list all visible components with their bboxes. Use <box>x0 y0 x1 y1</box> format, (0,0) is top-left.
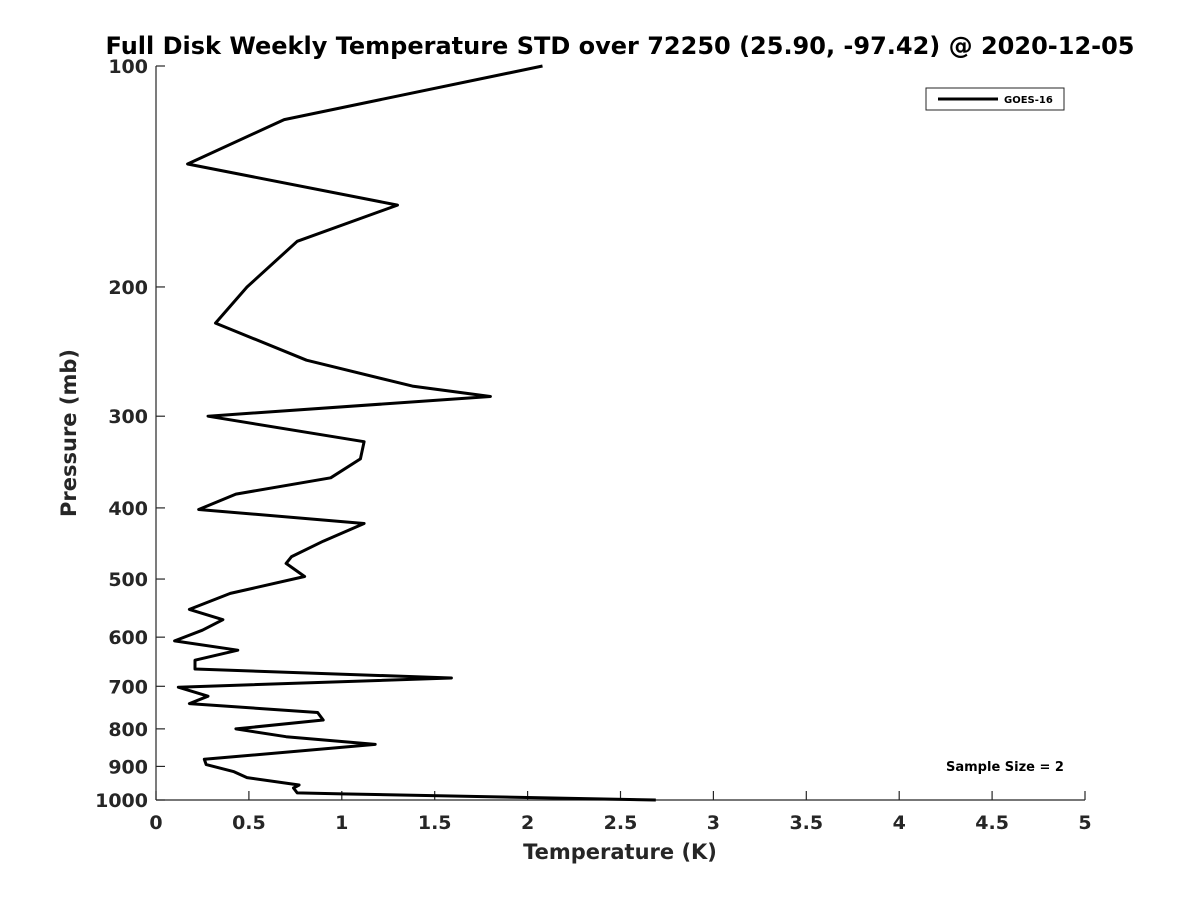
y-tick-label: 200 <box>108 277 148 299</box>
y-axis-label: Pressure (mb) <box>57 349 81 517</box>
y-axis-ticks: 100 200 300 400 500 600 700 800 900 1000 <box>95 56 165 812</box>
x-tick-label: 4 <box>893 812 906 834</box>
y-tick-label: 600 <box>108 627 148 649</box>
x-tick-label: 2.5 <box>604 812 638 834</box>
x-tick-label: 0.5 <box>232 812 266 834</box>
x-tick-label: 0 <box>149 812 162 834</box>
x-tick-label: 5 <box>1078 812 1091 834</box>
x-tick-label: 3.5 <box>789 812 823 834</box>
y-tick-label: 1000 <box>95 790 148 812</box>
sample-size-annotation: Sample Size = 2 <box>946 760 1064 775</box>
y-tick-label: 300 <box>108 406 148 428</box>
y-tick-label: 700 <box>108 676 148 698</box>
x-tick-label: 4.5 <box>975 812 1009 834</box>
series-line-goes-16 <box>173 64 656 802</box>
x-tick-label: 3 <box>707 812 720 834</box>
legend-label-goes-16: GOES-16 <box>1004 95 1053 106</box>
legend: GOES-16 <box>925 87 1065 111</box>
x-tick-label: 1 <box>335 812 348 834</box>
x-tick-label: 1.5 <box>418 812 452 834</box>
y-tick-label: 800 <box>108 719 148 741</box>
chart-title: Full Disk Weekly Temperature STD over 72… <box>106 32 1135 60</box>
x-tick-label: 2 <box>521 812 534 834</box>
y-tick-label: 900 <box>108 756 148 778</box>
x-axis-ticks: 0 0.5 1 1.5 2 2.5 3 3.5 4 4.5 5 <box>149 791 1092 834</box>
y-tick-label: 500 <box>108 569 148 591</box>
x-axis-label: Temperature (K) <box>523 840 717 864</box>
y-tick-label: 400 <box>108 498 148 520</box>
y-tick-label: 100 <box>108 56 148 78</box>
